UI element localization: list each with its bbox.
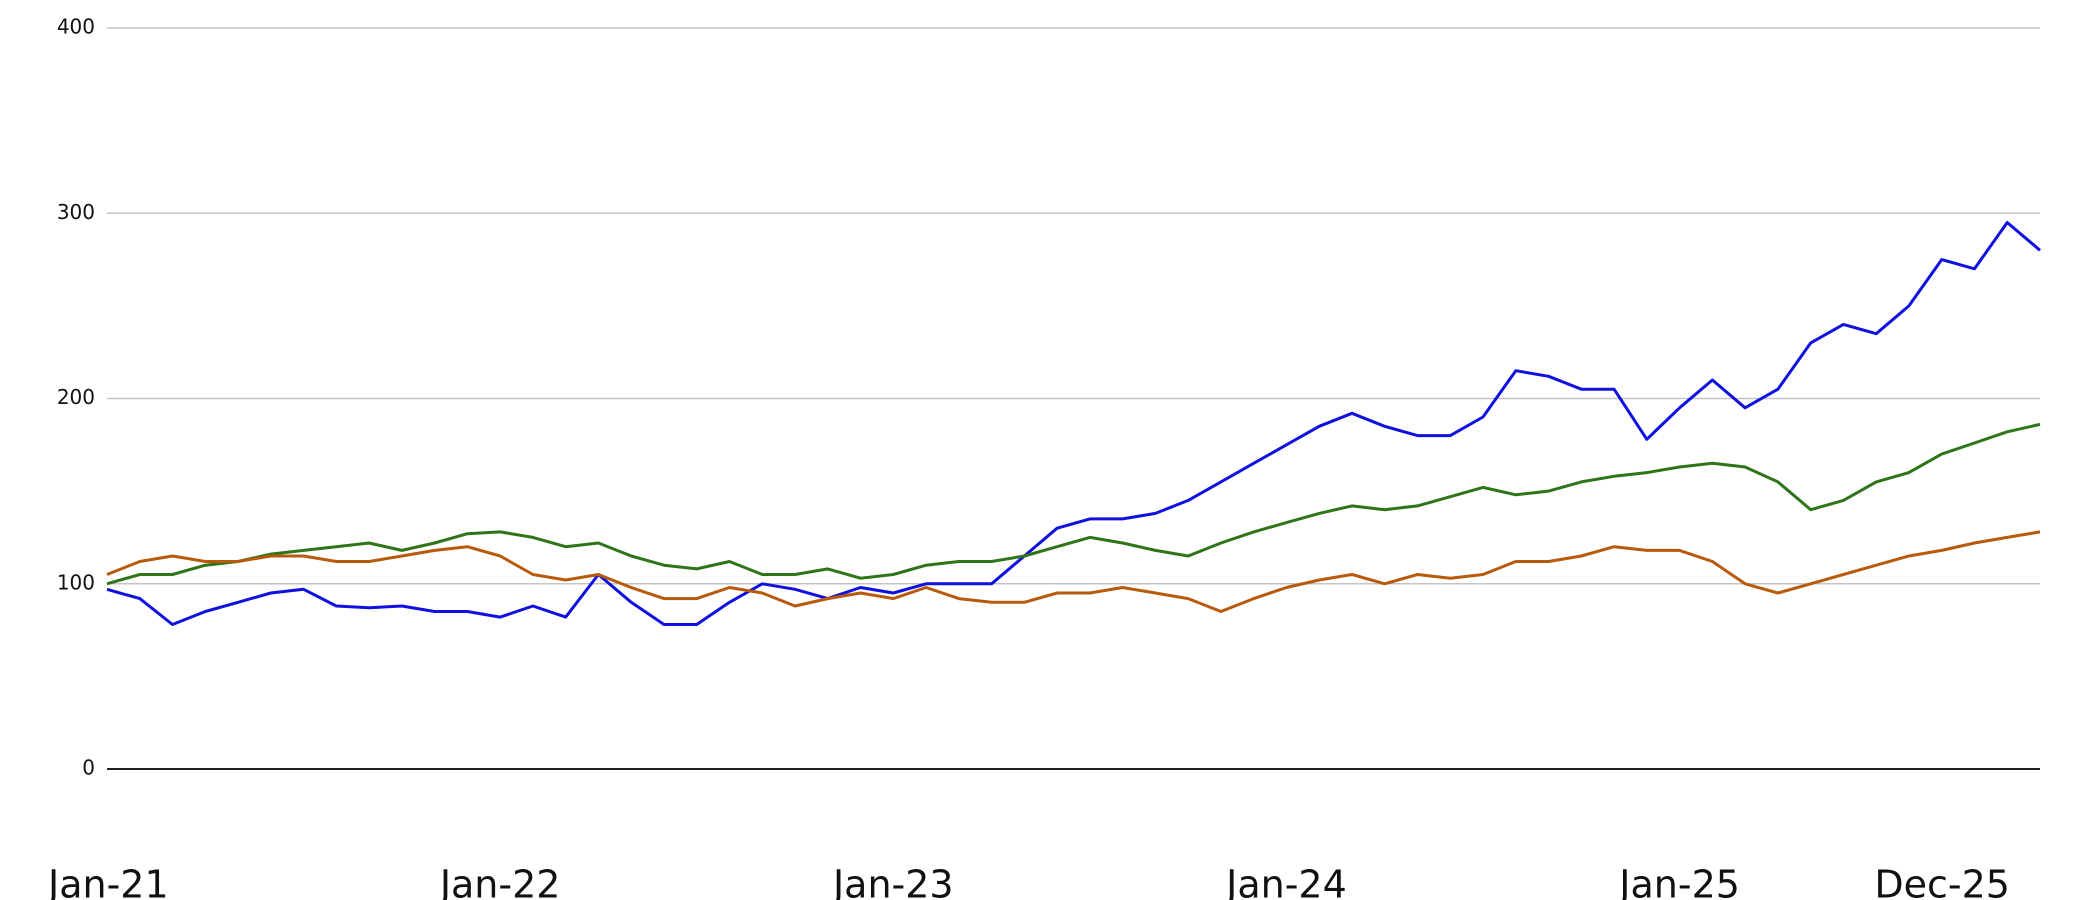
x-tick-label: Jan-24 [1224,863,1347,900]
series-line [106,221,2041,626]
series-line [106,422,2041,586]
y-tick-label: 200 [57,385,95,409]
x-tick-label: Jan-22 [438,863,561,900]
x-tick-label: Dec-25 [1874,863,2010,900]
y-tick-label: 100 [57,570,95,594]
series-line [106,530,2041,613]
x-tick-label: Jan-25 [1617,863,1740,900]
y-tick-label: 300 [57,200,95,224]
x-tick-label: Jan-23 [831,863,954,900]
y-tick-label: 0 [82,756,95,780]
x-tick-label: Jan-21 [46,863,169,900]
y-tick-label: 400 [57,15,95,39]
